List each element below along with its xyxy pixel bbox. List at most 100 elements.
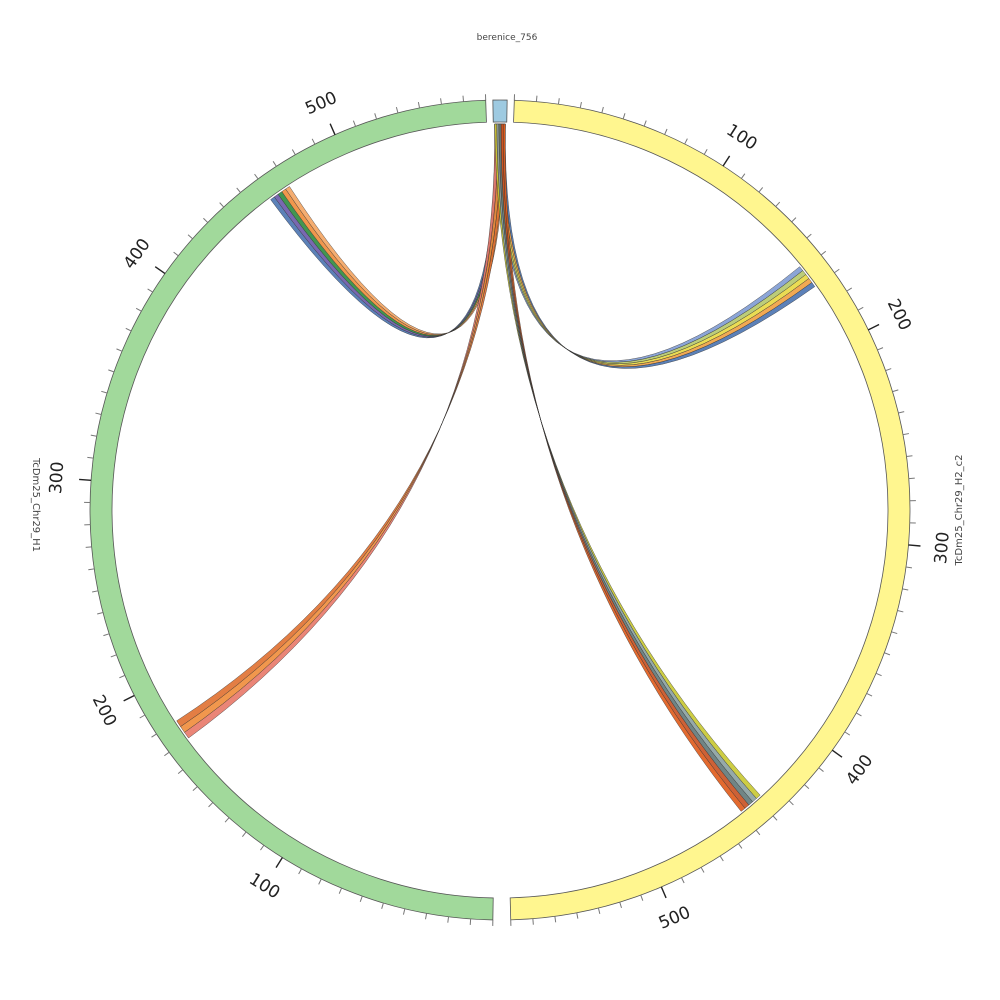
ribbon-3-band-4[interactable]	[503, 123, 746, 812]
ribbon-1-band-1[interactable]	[496, 123, 807, 364]
minor-tick	[804, 784, 810, 790]
ribbon-3-band-2[interactable]	[498, 123, 753, 806]
minor-tick	[576, 912, 579, 919]
minor-tick	[877, 347, 884, 351]
ribbon-1-band-0[interactable]	[494, 123, 804, 363]
minor-tick	[125, 327, 132, 332]
tick-label-h2-200: 200	[883, 296, 915, 334]
contig-arcs-layer	[89, 99, 911, 921]
minor-tick	[224, 817, 230, 823]
minor-tick	[241, 831, 247, 837]
minor-tick	[885, 368, 892, 372]
minor-tick	[597, 907, 601, 914]
major-tick	[722, 155, 731, 167]
minor-tick	[395, 106, 399, 114]
minor-tick	[85, 546, 92, 548]
minor-tick	[643, 120, 647, 127]
major-tick	[660, 886, 667, 899]
tick-label-h1-400: 400	[120, 235, 155, 273]
minor-tick	[352, 120, 357, 127]
minor-tick	[338, 887, 342, 894]
tick-label-h1-500: 500	[302, 88, 340, 119]
minor-tick	[87, 456, 94, 459]
contig-label-h1: TcDm25_Chr29_H1	[30, 457, 41, 552]
ribbon-2-band-2[interactable]	[176, 123, 506, 727]
tick-label-h2-500: 500	[656, 903, 694, 934]
minor-tick	[684, 138, 688, 145]
minor-tick	[359, 895, 363, 902]
tick-label-h1-300: 300	[46, 461, 68, 495]
minor-tick	[298, 868, 302, 875]
ribbon-3-band-0[interactable]	[494, 123, 761, 799]
minor-tick	[681, 877, 685, 884]
ribbon-1-band-2[interactable]	[498, 123, 810, 366]
ribbon-3-band-1[interactable]	[496, 123, 757, 803]
minor-tick	[219, 202, 225, 208]
ribbon-1-band-4[interactable]	[503, 123, 816, 369]
minor-tick	[311, 138, 316, 145]
major-tick	[329, 123, 336, 135]
minor-tick	[857, 306, 864, 311]
tick-label-h2-400: 400	[842, 751, 877, 789]
major-tick	[867, 323, 880, 331]
tick-label-h2-100: 100	[723, 120, 761, 154]
minor-tick	[147, 288, 153, 293]
minor-tick	[554, 916, 557, 923]
minor-tick	[110, 654, 117, 658]
minor-tick	[151, 733, 157, 738]
minor-tick	[374, 113, 378, 120]
contig-label-berenice: berenice_756	[477, 33, 538, 43]
minor-tick	[758, 187, 764, 193]
minor-tick	[236, 187, 241, 193]
minor-tick	[820, 250, 827, 256]
minor-tick	[703, 149, 708, 155]
minor-tick	[866, 692, 873, 697]
minor-tick	[260, 844, 265, 851]
minor-tick	[187, 234, 193, 240]
minor-tick	[90, 434, 97, 437]
minor-tick	[664, 128, 668, 135]
minor-tick	[719, 855, 724, 862]
minor-tick	[557, 98, 560, 105]
minor-tick	[108, 369, 115, 373]
minor-tick	[791, 217, 797, 223]
minor-tick	[902, 588, 909, 591]
minor-tick	[173, 251, 179, 257]
ticks-layer	[79, 94, 921, 926]
tick-label-h1-200: 200	[88, 692, 121, 730]
minor-tick	[135, 307, 142, 312]
contig-arc-2[interactable]	[89, 99, 494, 921]
minor-tick	[846, 287, 853, 292]
minor-tick	[891, 631, 898, 635]
major-tick	[275, 857, 284, 869]
minor-tick	[425, 913, 428, 920]
minor-tick	[892, 389, 899, 393]
minor-tick	[272, 161, 277, 167]
minor-tick	[291, 149, 296, 155]
contig-arc-1[interactable]	[509, 99, 911, 921]
minor-tick	[164, 751, 170, 757]
minor-tick	[897, 609, 904, 613]
minor-tick	[447, 916, 450, 923]
minor-tick	[906, 455, 913, 458]
ribbon-0-band-4[interactable]	[285, 123, 506, 335]
minor-tick	[640, 894, 644, 901]
major-tick	[123, 694, 135, 702]
contig-label-h2: TcDm25_Chr29_H2_c2	[954, 455, 965, 567]
ribbons-layer	[176, 123, 816, 812]
minor-tick	[535, 95, 538, 102]
minor-tick	[772, 815, 778, 821]
contig-arc-0[interactable]	[492, 99, 508, 123]
minor-tick	[119, 674, 126, 679]
minor-tick	[97, 611, 104, 615]
minor-tick	[318, 878, 322, 885]
minor-tick	[101, 390, 108, 394]
minor-tick	[579, 101, 582, 109]
ribbon-3-band-3[interactable]	[500, 123, 750, 809]
minor-tick	[788, 800, 794, 806]
minor-tick	[740, 173, 746, 179]
minor-tick	[834, 268, 840, 274]
minor-tick	[208, 802, 214, 808]
tick-label-h2-300: 300	[931, 531, 954, 565]
